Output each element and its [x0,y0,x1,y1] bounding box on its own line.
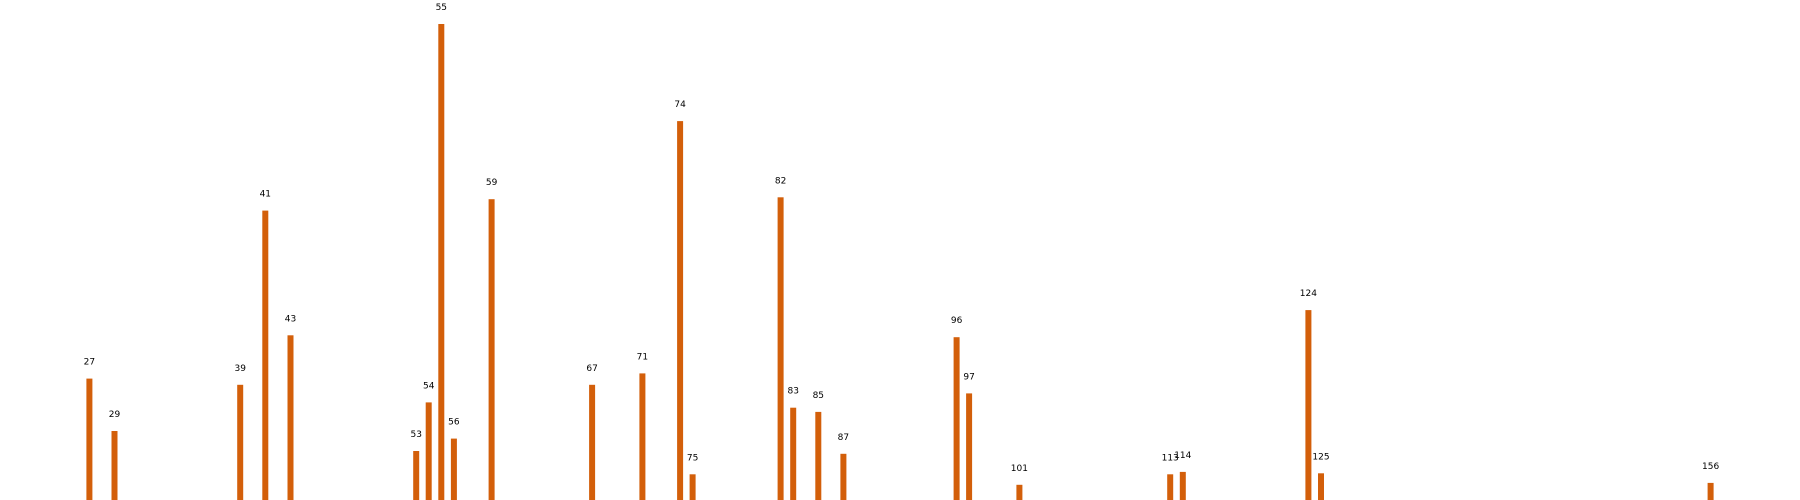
bar-label-114: 114 [1174,451,1191,461]
bar-83 [790,407,797,500]
bar-156 [1707,482,1714,500]
bar-label-87: 87 [838,433,849,443]
bar-75 [689,474,696,500]
bar-label-101: 101 [1011,464,1028,474]
bar-label-83: 83 [787,387,798,397]
bar-label-67: 67 [586,364,597,374]
bar-125 [1318,473,1324,500]
bar-label-125: 125 [1312,452,1329,462]
bar-96 [953,337,960,500]
bar-label-39: 39 [234,364,246,374]
bar-71 [639,373,646,500]
bar-label-41: 41 [260,190,271,200]
bar-label-55: 55 [436,3,447,13]
bar-74 [677,121,684,500]
bar-label-43: 43 [285,314,296,324]
bar-54 [425,402,432,500]
bar-label-82: 82 [775,176,786,186]
bars-group [86,24,1714,500]
bar-label-85: 85 [813,391,824,401]
bar-label-96: 96 [951,316,963,326]
bar-label-74: 74 [674,100,686,110]
bar-label-75: 75 [687,453,698,463]
bar-label-54: 54 [423,381,435,391]
bar-label-113: 113 [1162,453,1179,463]
bar-101 [1016,484,1023,500]
bar-label-29: 29 [109,410,121,420]
bar-label-124: 124 [1300,289,1317,299]
bar-56 [450,438,457,500]
bar-43 [287,335,294,500]
bar-label-56: 56 [448,418,460,428]
bar-label-71: 71 [637,352,648,362]
bar-87 [840,453,847,500]
bar-97 [966,393,973,500]
bar-59 [488,199,495,500]
bar-41 [262,210,269,500]
bar-labels-group: 27 29 39 41 43 53 54 55 56 59 67 71 74 75 82 83 85 87 96 97… [84,3,1720,474]
bar-53 [413,451,420,500]
bar-label-53: 53 [410,430,421,440]
bar-113 [1167,474,1174,500]
bar-55 [438,24,445,500]
bar-39 [237,384,244,500]
bar-124 [1305,310,1312,500]
bar-label-97: 97 [963,372,974,382]
bar-85 [815,411,822,500]
bar-29 [111,431,118,500]
bar-27 [86,378,93,500]
bar-label-59: 59 [486,178,498,188]
bar-label-27: 27 [84,358,95,368]
bar-label-156: 156 [1702,462,1719,472]
bar-82 [777,197,784,500]
bar-114 [1179,471,1186,500]
bar-67 [589,384,596,500]
